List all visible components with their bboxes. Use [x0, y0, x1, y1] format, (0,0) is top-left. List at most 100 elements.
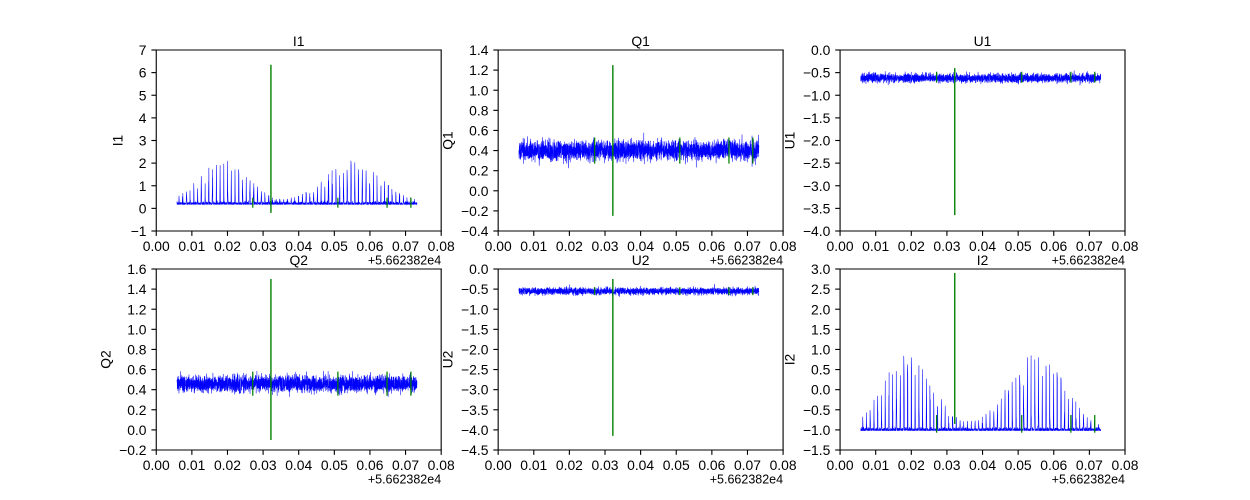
svg-text:U1: U1: [781, 131, 797, 149]
svg-text:1.2: 1.2: [469, 62, 489, 78]
svg-text:−3.5: −3.5: [461, 402, 489, 418]
svg-text:Q2: Q2: [98, 350, 114, 369]
svg-text:Q1: Q1: [631, 33, 650, 49]
svg-text:−1.0: −1.0: [803, 422, 831, 438]
svg-text:1.2: 1.2: [127, 301, 147, 317]
svg-text:1.6: 1.6: [127, 261, 147, 277]
svg-text:−3.5: −3.5: [803, 200, 831, 216]
svg-text:I2: I2: [977, 252, 989, 268]
svg-text:0.03: 0.03: [933, 457, 960, 473]
svg-text:0.07: 0.07: [734, 457, 761, 473]
svg-text:0.03: 0.03: [250, 238, 277, 254]
svg-text:U1: U1: [974, 33, 992, 49]
svg-text:0.06: 0.06: [698, 238, 725, 254]
svg-text:−1.5: −1.5: [461, 321, 489, 337]
svg-text:+5.662382e4: +5.662382e4: [710, 253, 783, 267]
svg-text:−3.0: −3.0: [803, 178, 831, 194]
svg-text:0.2: 0.2: [469, 163, 489, 179]
svg-text:0.06: 0.06: [1040, 238, 1067, 254]
svg-text:−0.5: −0.5: [803, 402, 831, 418]
svg-text:−3.0: −3.0: [461, 382, 489, 398]
svg-text:−1.5: −1.5: [803, 442, 831, 458]
svg-text:−1.5: −1.5: [803, 110, 831, 126]
svg-text:0.08: 0.08: [1111, 238, 1138, 254]
svg-text:0.4: 0.4: [127, 382, 147, 398]
svg-text:Q2: Q2: [289, 252, 308, 268]
svg-text:I2: I2: [781, 353, 797, 365]
svg-text:0.08: 0.08: [428, 457, 455, 473]
svg-text:U2: U2: [632, 252, 650, 268]
svg-text:0.0: 0.0: [811, 42, 831, 58]
svg-text:0.00: 0.00: [485, 457, 512, 473]
svg-text:0.0: 0.0: [469, 261, 489, 277]
svg-text:0.00: 0.00: [143, 457, 170, 473]
svg-text:0.00: 0.00: [485, 238, 512, 254]
svg-text:0.08: 0.08: [1111, 457, 1138, 473]
svg-text:0.05: 0.05: [663, 238, 690, 254]
svg-text:0.8: 0.8: [127, 341, 147, 357]
svg-text:0.04: 0.04: [969, 457, 996, 473]
svg-text:0.03: 0.03: [933, 238, 960, 254]
svg-text:−0.5: −0.5: [803, 65, 831, 81]
svg-text:U2: U2: [440, 350, 456, 368]
svg-text:0.08: 0.08: [770, 457, 797, 473]
svg-text:1.5: 1.5: [811, 321, 831, 337]
svg-text:6: 6: [139, 65, 147, 81]
svg-text:0.08: 0.08: [428, 238, 455, 254]
svg-text:0.03: 0.03: [592, 457, 619, 473]
svg-text:0.06: 0.06: [698, 457, 725, 473]
svg-text:0.8: 0.8: [469, 102, 489, 118]
svg-text:+5.662382e4: +5.662382e4: [1052, 472, 1125, 486]
svg-text:−4.0: −4.0: [461, 422, 489, 438]
svg-text:0: 0: [139, 200, 147, 216]
svg-text:0.06: 0.06: [1040, 457, 1067, 473]
svg-text:0.02: 0.02: [898, 457, 925, 473]
svg-text:0.03: 0.03: [592, 238, 619, 254]
svg-text:0.07: 0.07: [734, 238, 761, 254]
svg-text:−2.5: −2.5: [803, 155, 831, 171]
svg-text:0.6: 0.6: [127, 362, 147, 378]
svg-text:−1.0: −1.0: [461, 301, 489, 317]
svg-text:0.5: 0.5: [811, 362, 831, 378]
svg-text:Q1: Q1: [440, 131, 456, 150]
svg-text:3: 3: [139, 133, 147, 149]
svg-text:2.5: 2.5: [811, 281, 831, 297]
svg-text:−0.4: −0.4: [461, 223, 489, 239]
svg-text:0.01: 0.01: [520, 238, 547, 254]
svg-text:0.00: 0.00: [827, 238, 854, 254]
svg-text:7: 7: [139, 42, 147, 58]
svg-text:0.0: 0.0: [127, 422, 147, 438]
svg-text:4: 4: [139, 110, 147, 126]
svg-text:1.4: 1.4: [469, 42, 489, 58]
svg-text:0.05: 0.05: [663, 457, 690, 473]
svg-text:+5.662382e4: +5.662382e4: [710, 472, 783, 486]
svg-text:−1.0: −1.0: [803, 87, 831, 103]
svg-text:+5.662382e4: +5.662382e4: [368, 253, 441, 267]
svg-text:0.08: 0.08: [770, 238, 797, 254]
svg-text:−2.0: −2.0: [803, 133, 831, 149]
svg-text:0.01: 0.01: [520, 457, 547, 473]
svg-text:0.07: 0.07: [392, 457, 419, 473]
svg-text:0.07: 0.07: [392, 238, 419, 254]
svg-text:0.6: 0.6: [469, 122, 489, 138]
svg-text:0.02: 0.02: [556, 238, 583, 254]
svg-text:0.02: 0.02: [898, 238, 925, 254]
svg-text:−0.2: −0.2: [119, 442, 147, 458]
svg-text:0.01: 0.01: [862, 457, 889, 473]
svg-text:0.07: 0.07: [1076, 457, 1103, 473]
svg-text:0.05: 0.05: [321, 238, 348, 254]
svg-text:1: 1: [139, 178, 147, 194]
svg-text:−4.0: −4.0: [803, 223, 831, 239]
svg-text:0.07: 0.07: [1076, 238, 1103, 254]
svg-text:2: 2: [139, 155, 147, 171]
svg-text:+5.662382e4: +5.662382e4: [368, 472, 441, 486]
svg-text:+5.662382e4: +5.662382e4: [1052, 253, 1125, 267]
svg-text:1.0: 1.0: [811, 341, 831, 357]
svg-text:0.0: 0.0: [811, 382, 831, 398]
svg-text:0.04: 0.04: [627, 457, 654, 473]
svg-text:1.0: 1.0: [469, 82, 489, 98]
svg-text:0.02: 0.02: [556, 457, 583, 473]
svg-text:0.00: 0.00: [827, 457, 854, 473]
svg-text:0.06: 0.06: [356, 457, 383, 473]
svg-text:−2.0: −2.0: [461, 341, 489, 357]
